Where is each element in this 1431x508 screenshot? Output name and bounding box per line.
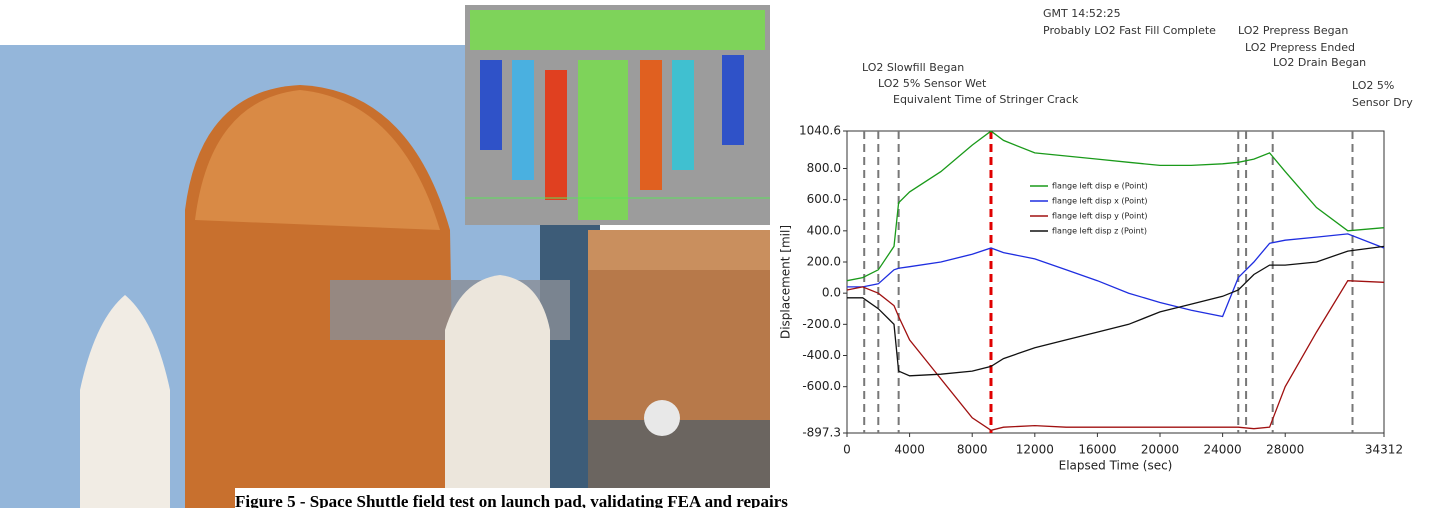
event-annotation: GMT 14:52:25 <box>1043 7 1121 20</box>
event-annotation: Equivalent Time of Stringer Crack <box>893 93 1079 106</box>
legend-label: flange left disp e (Point) <box>1052 182 1148 191</box>
y-tick-label: -897.3 <box>802 426 841 440</box>
event-annotation: Probably LO2 Fast Fill Complete <box>1043 24 1216 37</box>
y-tick-label: 600.0 <box>807 192 841 206</box>
legend-label: flange left disp z (Point) <box>1052 227 1147 236</box>
x-tick-label: 8000 <box>957 443 988 457</box>
event-annotation: LO2 5% <box>1352 79 1394 92</box>
fea-heatmap-inset <box>465 5 770 225</box>
y-tick-label: -200.0 <box>802 317 841 331</box>
page: {"caption": "Figure 5 - Space Shuttle fi… <box>0 0 1431 508</box>
y-tick-label: 200.0 <box>807 254 841 268</box>
event-annotation: LO2 Slowfill Began <box>862 61 964 74</box>
y-tick-label: -600.0 <box>802 379 841 393</box>
event-annotation: LO2 5% Sensor Wet <box>878 77 987 90</box>
legend-label: flange left disp x (Point) <box>1052 197 1148 206</box>
event-annotation: Sensor Dry <box>1352 96 1413 109</box>
x-tick-label: 20000 <box>1141 443 1179 457</box>
plot-frame <box>847 131 1384 433</box>
y-axis-title: Displacement [mil] <box>779 225 793 339</box>
event-annotation: LO2 Prepress Ended <box>1245 41 1355 54</box>
y-tick-label: 400.0 <box>807 223 841 237</box>
x-tick-label: 12000 <box>1016 443 1054 457</box>
x-tick-label: 16000 <box>1078 443 1116 457</box>
y-tick-label: 800.0 <box>807 161 841 175</box>
x-tick-label: 0 <box>843 443 851 457</box>
y-tick-label: 1040.6 <box>799 124 841 138</box>
figure: Figure 5 - Space Shuttle field test on l… <box>0 0 1431 508</box>
x-tick-label: 28000 <box>1266 443 1304 457</box>
y-tick-label: -400.0 <box>802 348 841 362</box>
caption: Figure 5 - Space Shuttle field test on l… <box>235 492 788 508</box>
x-tick-label: 34312 <box>1365 443 1403 457</box>
y-tick-label: 0.0 <box>822 286 841 300</box>
event-annotation: LO2 Prepress Began <box>1238 24 1348 37</box>
tank-photo-inset <box>588 230 770 492</box>
x-tick-label: 24000 <box>1204 443 1242 457</box>
x-axis-title: Elapsed Time (sec) <box>1059 459 1173 473</box>
event-annotation: LO2 Drain Began <box>1273 56 1366 69</box>
x-tick-label: 4000 <box>894 443 925 457</box>
legend-label: flange left disp y (Point) <box>1052 212 1148 221</box>
